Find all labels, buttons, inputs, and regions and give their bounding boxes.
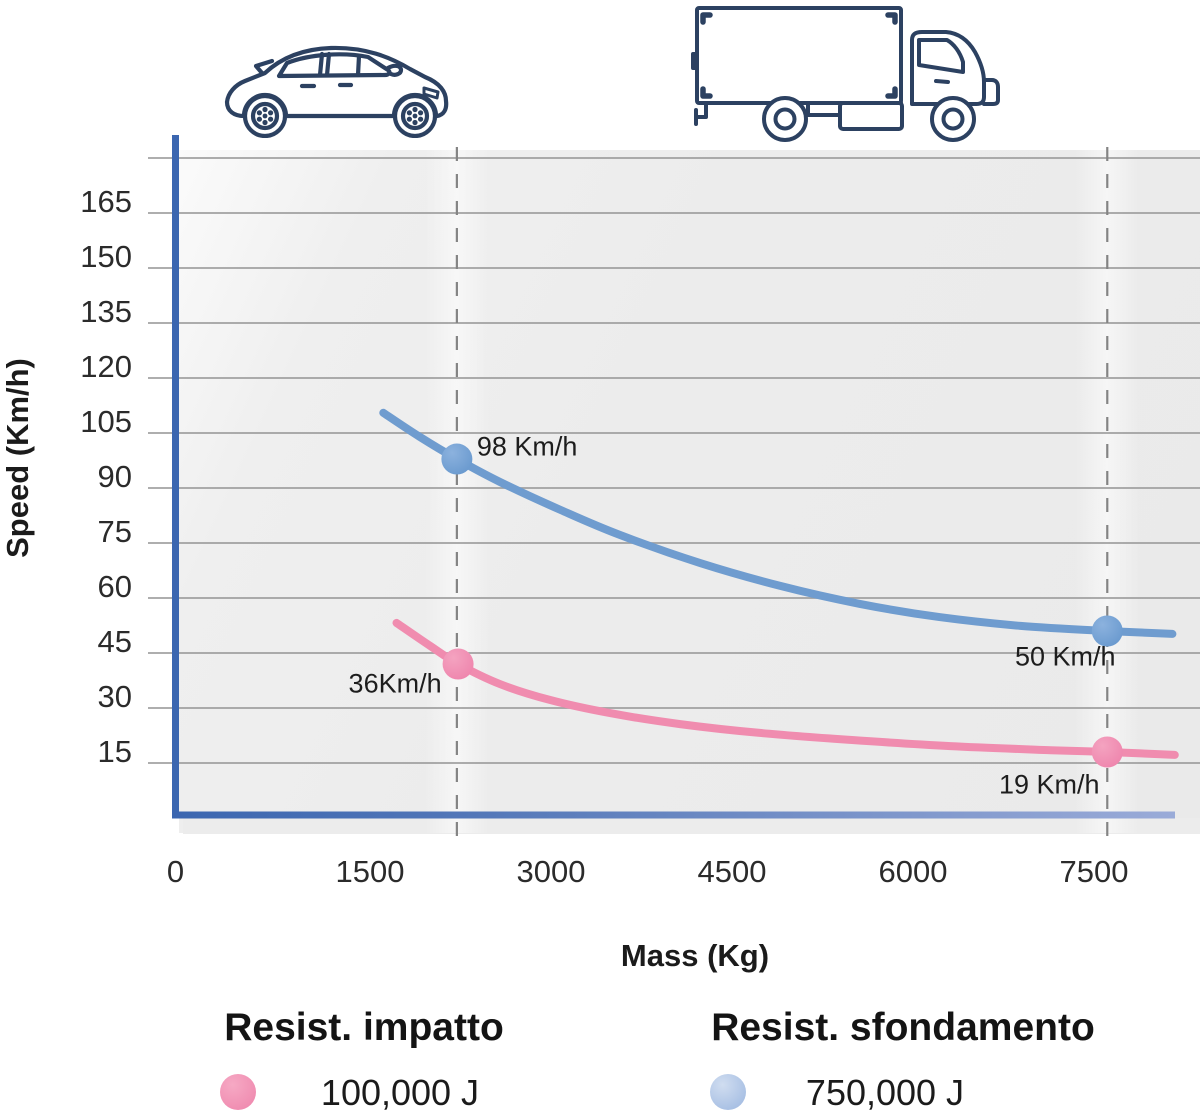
y-tick-label: 90: [97, 459, 132, 494]
y-tick-label: 15: [97, 734, 132, 769]
point-label: 98 Km/h: [476, 431, 578, 462]
y-tick-label: 45: [97, 624, 132, 659]
point-label: 19 Km/h: [998, 769, 1100, 800]
car-icon: [224, 45, 449, 138]
point-label: 36Km/h: [348, 668, 442, 699]
y-tick-label: 120: [80, 349, 132, 384]
legend-dot-impatto: [220, 1074, 256, 1110]
legend-title-sfondamento: Resist. sfondamento: [711, 1006, 1095, 1049]
truck-icon: [691, 6, 1000, 142]
data-point-dot-resist-sfondamento: [441, 443, 473, 475]
x-tick-label: 0: [166, 854, 185, 889]
x-tick-label: 7500: [1059, 854, 1129, 889]
car-wheel-spokes: [256, 106, 424, 126]
y-tick-label: 30: [97, 679, 132, 714]
y-tick-label: 105: [80, 404, 132, 439]
legend-value-sfondamento: 750,000 J: [805, 1072, 965, 1113]
data-point-dot-resist-impatto: [442, 648, 474, 680]
y-axis-title: Speed (Km/h): [0, 358, 35, 558]
x-tick-label: 3000: [516, 854, 586, 889]
data-point-dot-resist-impatto: [1091, 736, 1123, 768]
plot-background: [179, 150, 1200, 833]
y-tick-label: 150: [80, 239, 132, 274]
legend-title-impatto: Resist. impatto: [224, 1006, 504, 1049]
y-tick-label: 60: [97, 569, 132, 604]
y-tick-label: 75: [97, 514, 132, 549]
data-point-dot-resist-sfondamento: [1091, 615, 1123, 647]
x-tick-label: 4500: [697, 854, 767, 889]
point-label: 50 Km/h: [1014, 641, 1116, 672]
y-tick-label: 135: [80, 294, 132, 329]
x-tick-label: 1500: [335, 854, 405, 889]
y-tick-label: 165: [80, 184, 132, 219]
legend-dot-sfondamento: [710, 1074, 746, 1110]
x-tick-label: 6000: [878, 854, 948, 889]
x-axis-title: Mass (Kg): [620, 938, 770, 973]
legend-value-impatto: 100,000 J: [320, 1072, 480, 1113]
